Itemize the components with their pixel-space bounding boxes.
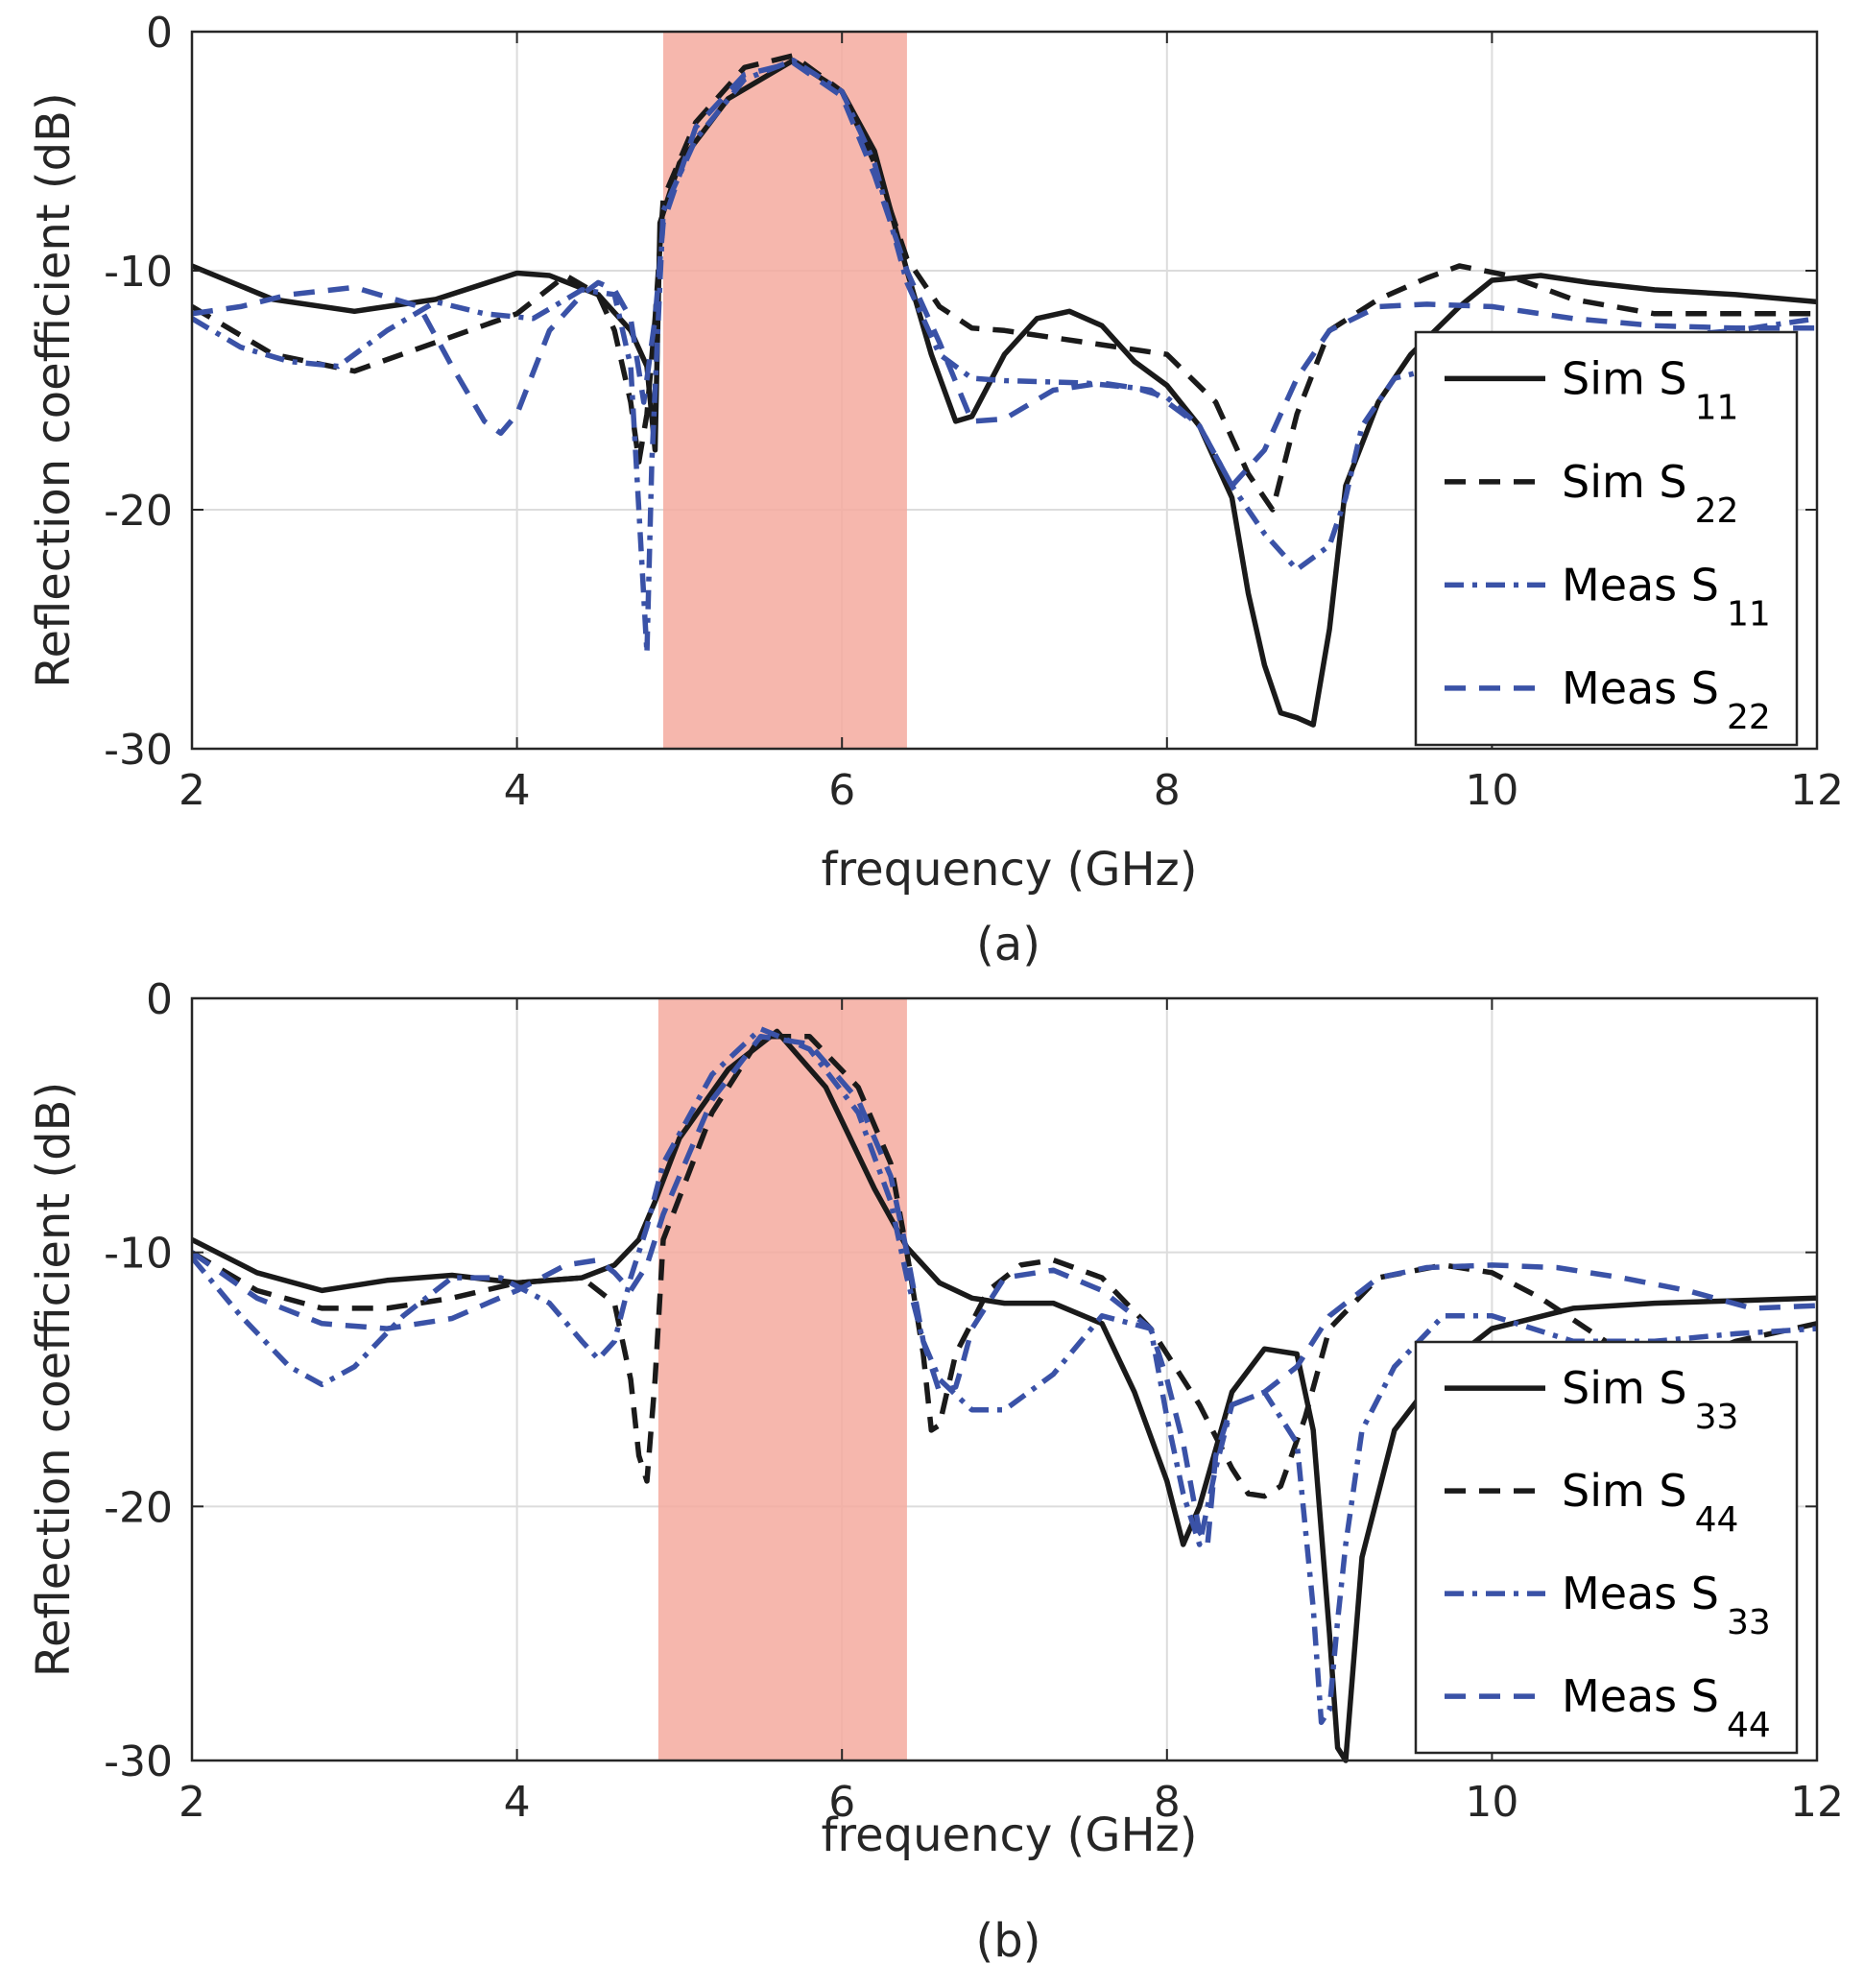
chart-a-legend-subscript: 11 [1695,388,1739,427]
chart-a-y-axis-label: Reflection coefficient (dB) [27,92,81,687]
chart-b-series-meas-s33-line [192,1026,1817,1726]
chart-a-x-tick-label: 12 [1790,766,1844,815]
chart-a-caption: (a) [976,918,1040,971]
chart-b-legend-subscript: 44 [1727,1706,1771,1745]
chart-b-y-tick-label: -10 [104,1230,173,1279]
chart-b-caption: (b) [976,1914,1041,1968]
chart-a-legend-box [1414,330,1799,747]
chart-a-y-tick-label: -30 [104,726,173,775]
chart-b-y-tick-label: -20 [104,1483,173,1532]
chart-b-x-tick-label: 12 [1790,1778,1844,1827]
chart-b-x-tick-label: 2 [179,1778,205,1827]
chart-a-legend-subscript: 11 [1727,594,1771,634]
chart-b: 2 4 6 8 10 12 0 -10 -20 -30 frequency (GHz) Reflect… [27,975,1844,1968]
chart-b-legend-subscript: 33 [1695,1398,1739,1437]
chart-a-series-meas-s11-line [192,58,1817,657]
chart-a-y-tick-label: -20 [104,487,173,536]
chart-b-x-tick-label: 6 [828,1778,855,1827]
chart-a-x-tick-label: 8 [1154,766,1181,815]
chart-b-y-tick-label: -30 [104,1737,173,1786]
chart-a-x-tick-label: 10 [1465,766,1518,815]
chart-a-x-tick-label: 4 [504,766,531,815]
chart-b-series-meas-s44-line [192,1033,1817,1547]
chart-a-frame [190,30,1819,751]
chart-a-y-tick-label: 0 [146,9,173,58]
chart-b-x-axis-label: frequency (GHz) [822,1808,1198,1862]
chart-b-legend-box [1414,1340,1799,1755]
chart-b-x-tick-label: 10 [1465,1778,1518,1827]
chart-a-y-tick-label: -10 [104,248,173,297]
chart-a-legend-subscript: 22 [1695,491,1739,531]
chart-a-x-tick-label: 2 [179,766,205,815]
chart-b-x-tick-label: 4 [504,1778,531,1827]
chart-b-frame [190,996,1819,1762]
chart-b-y-tick-label: 0 [146,975,173,1024]
chart-a-legend-subscript: 22 [1727,698,1771,737]
chart-b-y-axis-label: Reflection coefficient (dB) [27,1082,81,1677]
chart-b-legend-subscript: 33 [1727,1603,1771,1642]
chart-a-series-sim-s22-line [192,53,1817,513]
chart-a: 2 4 6 8 10 12 0 -10 -20 -30 frequency (GHz) Reflect… [27,9,1844,971]
chart-b-legend-subscript: 44 [1695,1500,1739,1540]
chart-b-x-tick-label: 8 [1154,1778,1181,1827]
chart-a-x-tick-label: 6 [828,766,855,815]
chart-a-x-axis-label: frequency (GHz) [822,843,1198,897]
chart-b-series-sim-s33-line [192,1028,1817,1763]
